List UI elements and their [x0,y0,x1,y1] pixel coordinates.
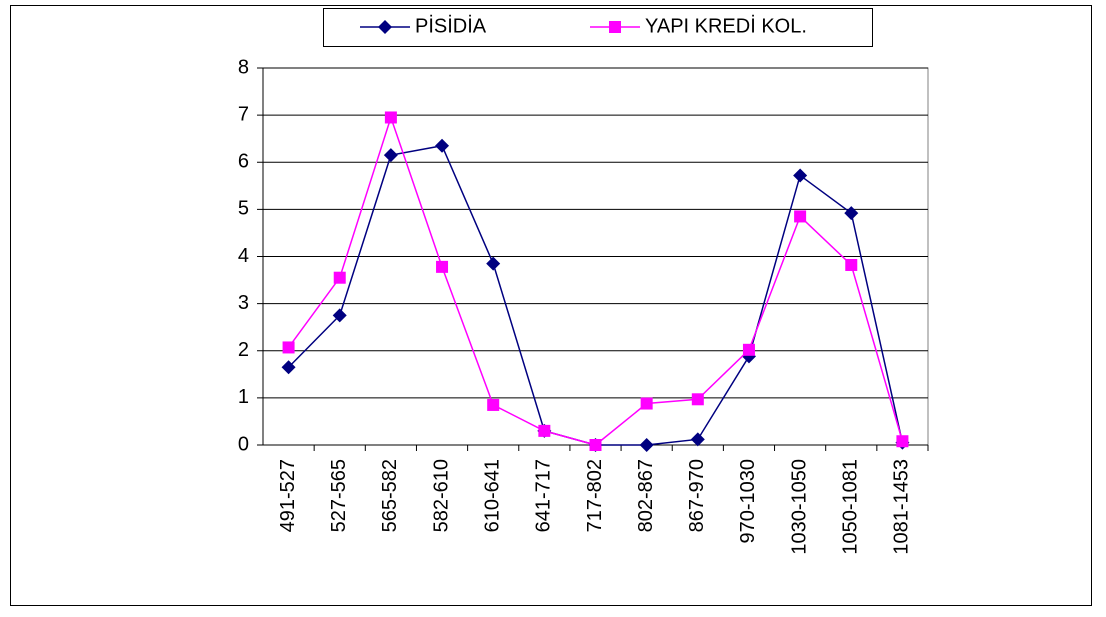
data-point [332,308,347,323]
x-tick-label: 527-565 [328,459,350,532]
x-tick-label: 565-582 [379,459,401,532]
data-point [333,271,346,284]
x-tick-label: 582-610 [430,459,452,532]
legend-marker [609,21,621,33]
data-point [844,206,859,221]
legend-label: YAPI KREDİ KOL. [645,14,807,37]
x-tick-label: 867-970 [686,459,708,532]
y-tick-label: 1 [238,386,249,408]
x-tick-label: 1030-1050 [788,459,810,555]
data-point [691,393,704,406]
data-point [436,260,449,273]
y-tick-label: 4 [238,245,249,267]
data-point [742,343,755,356]
x-tick-label: 802-867 [635,459,657,532]
data-point [896,435,909,448]
data-point [281,360,296,375]
y-tick-label: 2 [238,339,249,361]
y-tick-label: 5 [238,198,249,220]
x-tick-label: 970-1030 [737,459,759,544]
y-tick-label: 7 [238,103,249,125]
data-point [435,138,450,153]
x-tick-label: 1081-1453 [891,459,913,555]
y-tick-label: 0 [238,433,249,455]
legend-marker [378,20,392,34]
x-tick-label: 491-527 [277,459,299,532]
data-point [538,424,551,437]
data-point [384,111,397,124]
data-point [690,432,705,447]
x-tick-label: 717-802 [584,459,606,532]
x-tick-label: 610-641 [481,459,503,532]
data-point [640,397,653,410]
y-tick-label: 8 [238,56,249,78]
data-point [383,148,398,163]
data-point [793,168,808,183]
data-point [639,438,654,452]
data-point [282,341,295,354]
data-point [589,439,602,451]
data-point [487,398,500,411]
legend-label: PİSİDİA [415,14,487,37]
y-tick-label: 6 [238,151,249,173]
x-tick-label: 641-717 [533,459,555,532]
data-point [845,258,858,271]
y-tick-label: 3 [238,292,249,314]
x-tick-label: 1050-1081 [840,459,862,555]
data-point [794,210,807,223]
data-point [486,256,501,271]
